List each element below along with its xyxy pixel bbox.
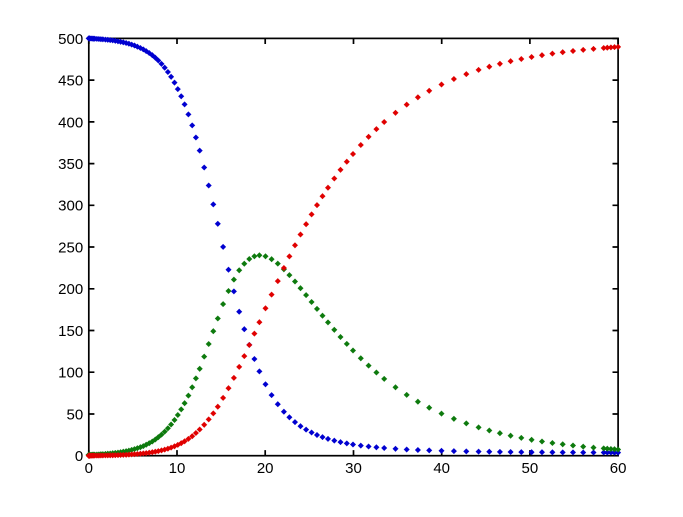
svg-text:450: 450 bbox=[58, 73, 83, 90]
svg-text:500: 500 bbox=[58, 31, 83, 48]
svg-text:0: 0 bbox=[75, 448, 83, 465]
svg-text:50: 50 bbox=[522, 460, 539, 477]
svg-text:60: 60 bbox=[610, 460, 627, 477]
svg-text:200: 200 bbox=[58, 281, 83, 298]
svg-text:30: 30 bbox=[345, 460, 362, 477]
svg-text:0: 0 bbox=[85, 460, 93, 477]
svg-text:400: 400 bbox=[58, 114, 83, 131]
svg-text:40: 40 bbox=[433, 460, 450, 477]
svg-text:350: 350 bbox=[58, 156, 83, 173]
svg-text:100: 100 bbox=[58, 365, 83, 382]
svg-text:10: 10 bbox=[169, 460, 186, 477]
svg-text:250: 250 bbox=[58, 239, 83, 256]
svg-text:50: 50 bbox=[67, 406, 84, 423]
svg-text:150: 150 bbox=[58, 323, 83, 340]
svg-text:300: 300 bbox=[58, 198, 83, 215]
svg-text:20: 20 bbox=[257, 460, 274, 477]
